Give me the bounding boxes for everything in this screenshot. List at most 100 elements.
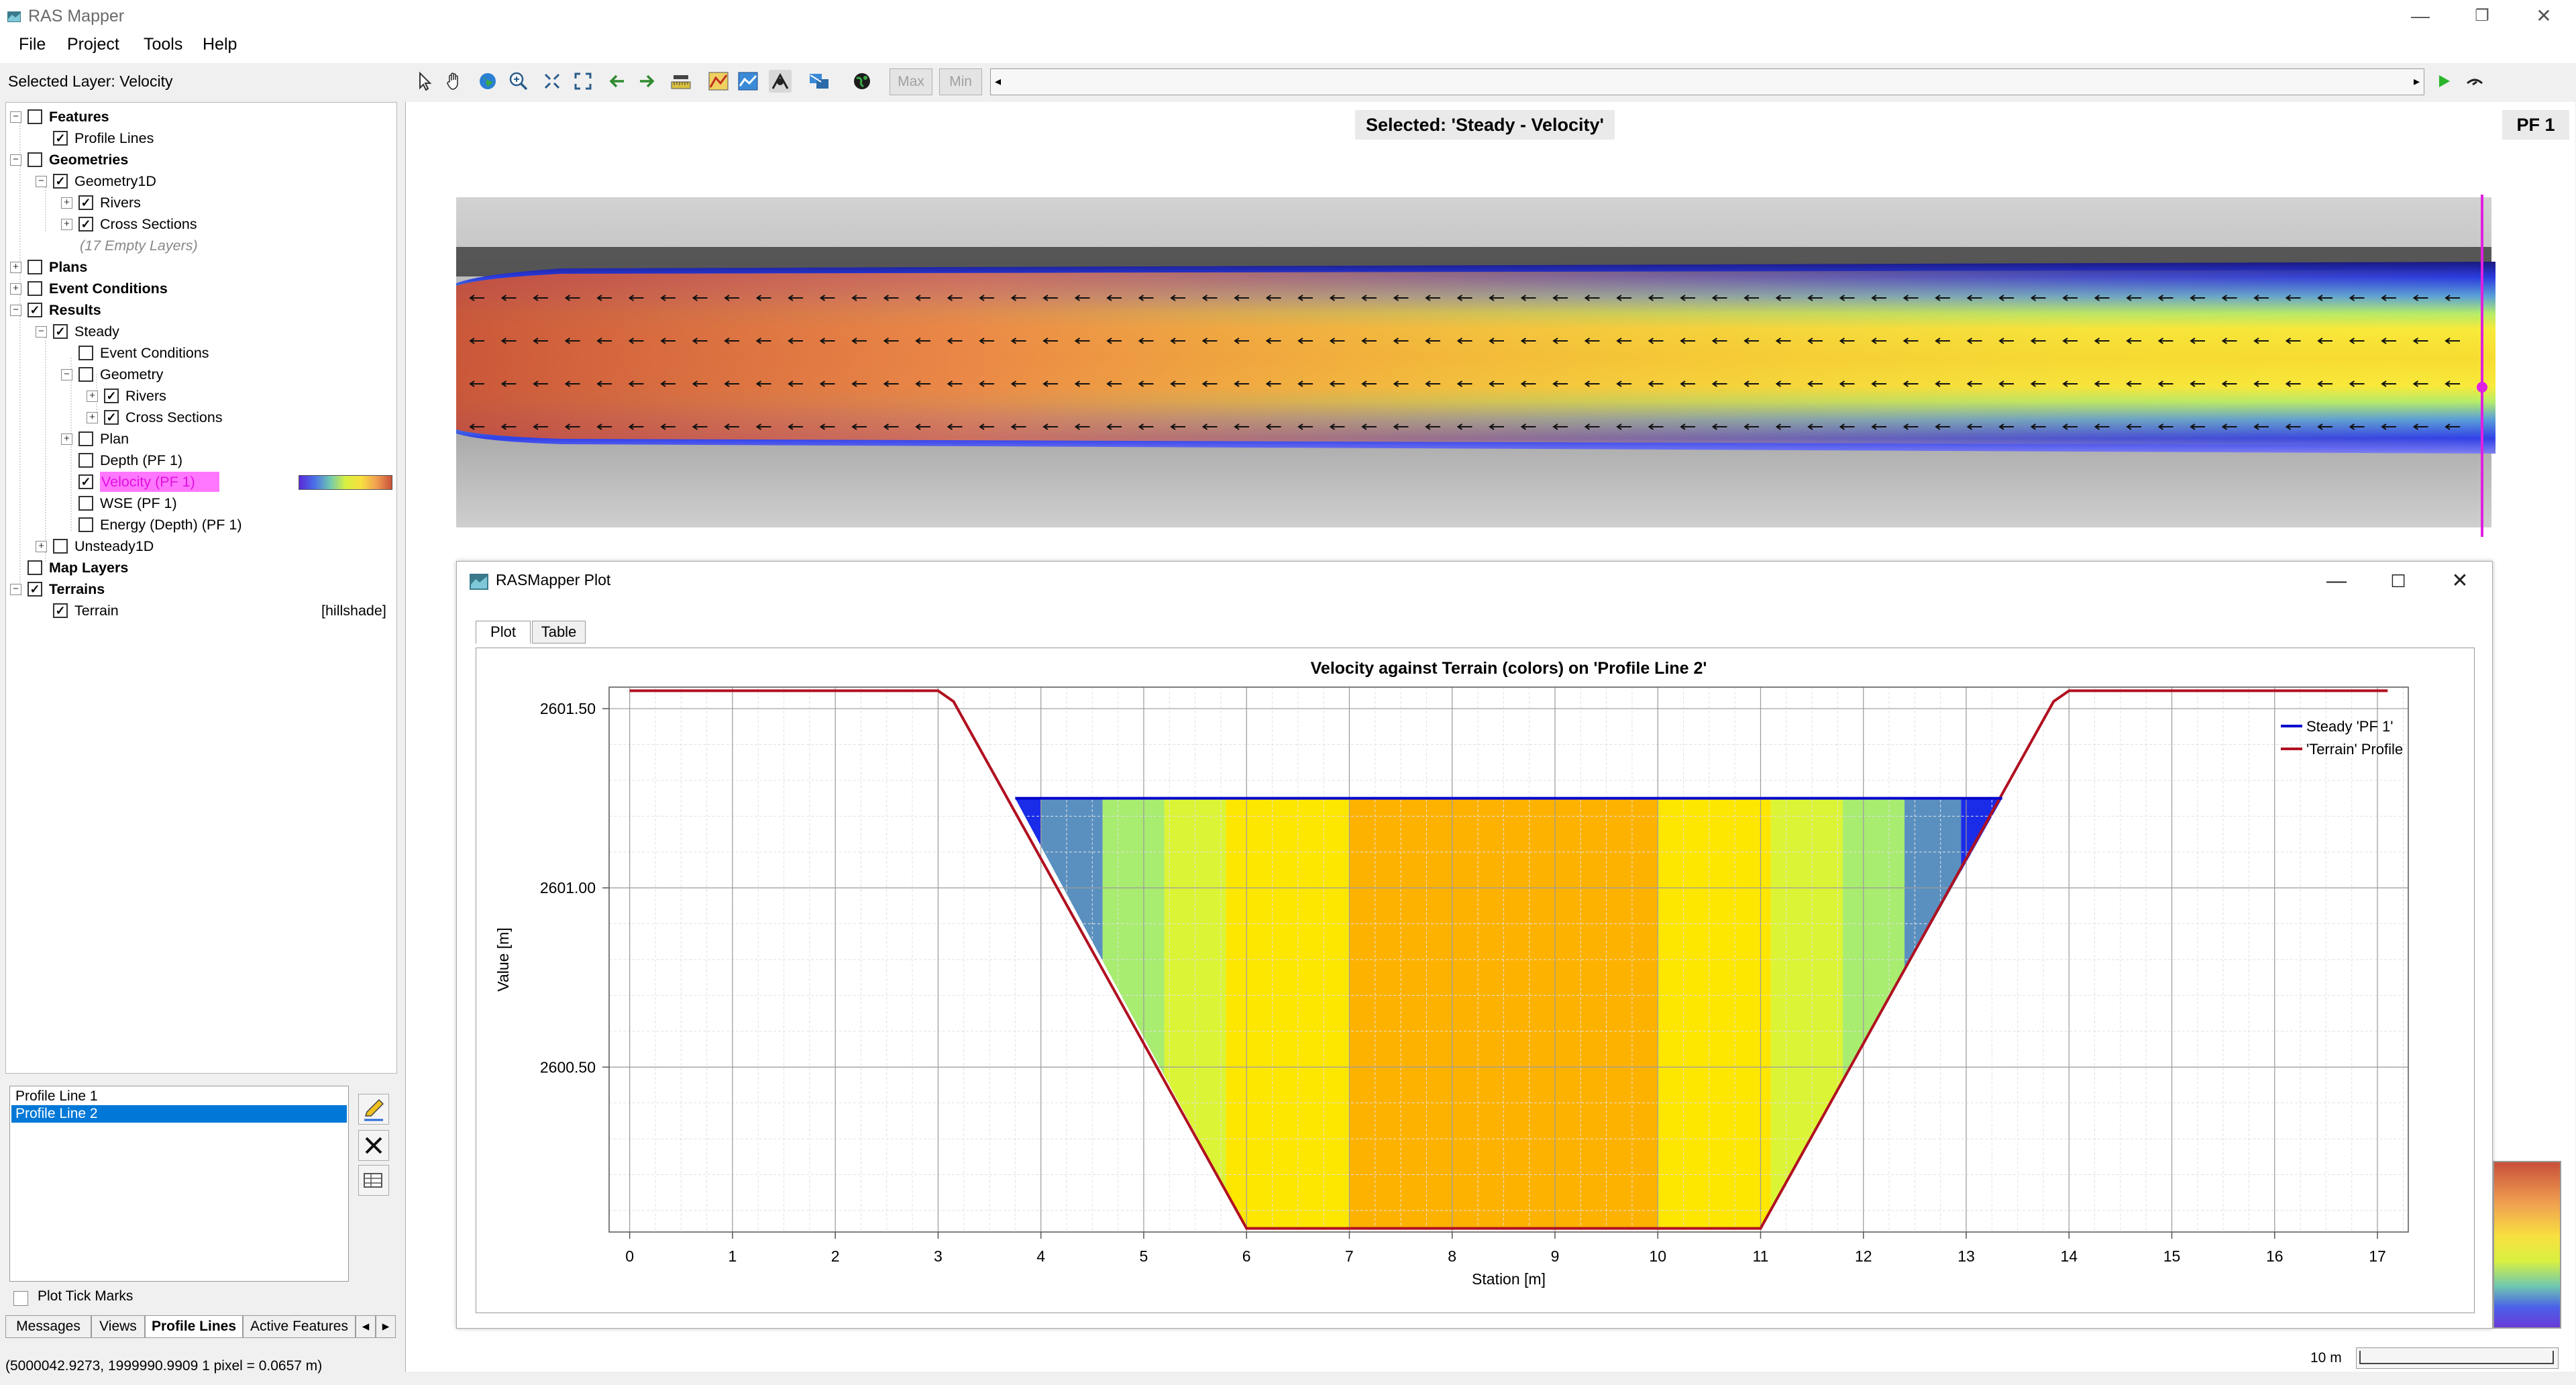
layer-checkbox[interactable]: ✓: [53, 131, 68, 146]
collapse-icon[interactable]: −: [10, 584, 21, 595]
profile-line-node[interactable]: [2477, 382, 2487, 393]
plot-window-titlebar[interactable]: [457, 562, 2492, 601]
collapse-icon[interactable]: −: [10, 111, 21, 123]
plot-minimize-button[interactable]: —: [2326, 570, 2347, 592]
layer-checkbox[interactable]: [53, 539, 68, 554]
animation-speed-icon[interactable]: [2463, 70, 2486, 93]
zoom-in-icon[interactable]: [507, 70, 530, 93]
layer-checkbox[interactable]: [28, 152, 42, 167]
tree-row-map-layers[interactable]: Map Layers: [6, 558, 392, 578]
expand-icon[interactable]: +: [10, 262, 21, 273]
pan-hand-icon[interactable]: [443, 70, 466, 93]
expand-icon[interactable]: +: [61, 433, 72, 445]
tree-row-geometry1d[interactable]: − ✓ Geometry1D: [6, 171, 392, 191]
profile-line-item-selected[interactable]: Profile Line 2: [11, 1105, 347, 1123]
tree-row-rivers[interactable]: + ✓ Rivers: [6, 193, 392, 213]
expand-icon[interactable]: +: [10, 283, 21, 295]
layer-checkbox[interactable]: [78, 517, 93, 532]
layer-checkbox[interactable]: ✓: [53, 174, 68, 189]
tree-row-plans[interactable]: + Plans: [6, 257, 392, 277]
tree-row-results[interactable]: − ✓ Results: [6, 300, 392, 320]
full-extent-icon[interactable]: [572, 70, 594, 93]
tree-row-unsteady1d[interactable]: + Unsteady1D: [6, 536, 392, 556]
map-layers-globe-icon[interactable]: [851, 70, 873, 93]
tab-plot[interactable]: Plot: [476, 621, 531, 644]
tab-messages[interactable]: Messages: [5, 1315, 91, 1338]
expand-icon[interactable]: +: [87, 412, 98, 423]
min-button[interactable]: Min: [939, 68, 982, 95]
forward-arrow-icon[interactable]: [636, 70, 659, 93]
max-button[interactable]: Max: [890, 68, 932, 95]
tree-row-plan[interactable]: + Plan: [6, 429, 392, 449]
back-arrow-icon[interactable]: [605, 70, 628, 93]
tree-row-depth-pf-1[interactable]: Depth (PF 1): [6, 450, 392, 470]
layer-checkbox[interactable]: ✓: [104, 389, 119, 403]
velocity-map-view[interactable]: [455, 195, 2501, 544]
collapse-icon[interactable]: −: [36, 326, 47, 338]
layer-checkbox[interactable]: ✓: [78, 474, 93, 489]
time-slider[interactable]: ◂ ▸: [990, 68, 2424, 95]
tabs-scroll-right-icon[interactable]: ▸: [376, 1315, 396, 1338]
tree-row-energy-depth-pf-1[interactable]: Energy (Depth) (PF 1): [6, 515, 392, 535]
tree-row-cross-sections[interactable]: + ✓ Cross Sections: [6, 214, 392, 234]
zoom-to-layer-icon[interactable]: [541, 70, 564, 93]
play-icon[interactable]: [2432, 70, 2455, 93]
raster-query-icon[interactable]: [737, 70, 759, 93]
expand-icon[interactable]: +: [61, 197, 72, 209]
collapse-icon[interactable]: −: [10, 305, 21, 316]
plot-close-button[interactable]: ✕: [2451, 570, 2469, 592]
expand-icon[interactable]: +: [87, 391, 98, 402]
menu-file[interactable]: File: [19, 35, 46, 54]
tab-views[interactable]: Views: [91, 1315, 145, 1338]
layer-checkbox[interactable]: ✓: [28, 582, 42, 597]
globe-full-extent-icon[interactable]: [476, 70, 499, 93]
profile-line-item[interactable]: Profile Line 1: [15, 1088, 98, 1104]
layer-checkbox[interactable]: ✓: [53, 603, 68, 618]
layer-animation-icon[interactable]: [808, 70, 830, 93]
menu-help[interactable]: Help: [203, 35, 237, 54]
expand-icon[interactable]: +: [61, 219, 72, 230]
tree-row-features[interactable]: − Features: [6, 107, 392, 127]
layer-checkbox[interactable]: [28, 560, 42, 575]
minimize-button[interactable]: —: [2411, 5, 2430, 26]
profile-lines-list[interactable]: Profile Line 1 Profile Line 2: [9, 1086, 349, 1282]
tab-table[interactable]: Table: [532, 621, 586, 644]
layer-checkbox[interactable]: [78, 453, 93, 468]
collapse-icon[interactable]: −: [61, 369, 72, 380]
delete-x-icon[interactable]: [358, 1130, 389, 1161]
edit-pencil-icon[interactable]: [358, 1094, 389, 1125]
tab-profile-lines[interactable]: Profile Lines: [145, 1315, 243, 1338]
tree-row-terrain[interactable]: ✓ Terrain [hillshade]: [6, 601, 392, 621]
expand-icon[interactable]: +: [36, 541, 47, 552]
layer-checkbox[interactable]: [28, 109, 42, 124]
tree-row-geometries[interactable]: − Geometries: [6, 150, 392, 170]
layer-checkbox[interactable]: [78, 431, 93, 446]
profile-plot-icon[interactable]: [707, 70, 730, 93]
collapse-icon[interactable]: −: [10, 154, 21, 166]
tree-row-event-conditions[interactable]: Event Conditions: [6, 343, 392, 363]
layer-checkbox[interactable]: [78, 367, 93, 382]
layer-checkbox[interactable]: [78, 346, 93, 360]
tree-row-rivers[interactable]: + ✓ Rivers: [6, 386, 392, 406]
velocity-terrain-chart[interactable]: 0 1 2 3 4 5 6 7 8 9 10 11 12 13 14 15 16 17 2601.502601.0…: [476, 648, 2474, 1313]
layer-checkbox[interactable]: ✓: [78, 195, 93, 210]
tab-active-features[interactable]: Active Features: [243, 1315, 356, 1338]
tree-row-velocity-pf-1[interactable]: ✓ Velocity (PF 1): [6, 472, 392, 492]
tree-row-wse-pf-1[interactable]: WSE (PF 1): [6, 493, 392, 513]
restore-button[interactable]: ❐: [2475, 7, 2489, 25]
tree-row-17-empty-layers[interactable]: (17 Empty Layers): [6, 236, 392, 256]
tree-row-steady[interactable]: − ✓ Steady: [6, 321, 392, 342]
layer-checkbox[interactable]: [28, 281, 42, 296]
plot-tick-marks-checkbox[interactable]: [13, 1291, 28, 1306]
tree-row-terrains[interactable]: − ✓ Terrains: [6, 579, 392, 599]
layer-checkbox[interactable]: ✓: [78, 217, 93, 232]
tree-row-event-conditions[interactable]: + Event Conditions: [6, 278, 392, 299]
menu-tools[interactable]: Tools: [144, 35, 183, 54]
close-button[interactable]: ✕: [2536, 5, 2552, 26]
layer-checkbox[interactable]: [28, 260, 42, 274]
layer-checkbox[interactable]: ✓: [53, 324, 68, 339]
plot-maximize-button[interactable]: ☐: [2390, 571, 2406, 591]
export-table-icon[interactable]: [358, 1165, 389, 1196]
tree-row-cross-sections[interactable]: + ✓ Cross Sections: [6, 407, 392, 427]
